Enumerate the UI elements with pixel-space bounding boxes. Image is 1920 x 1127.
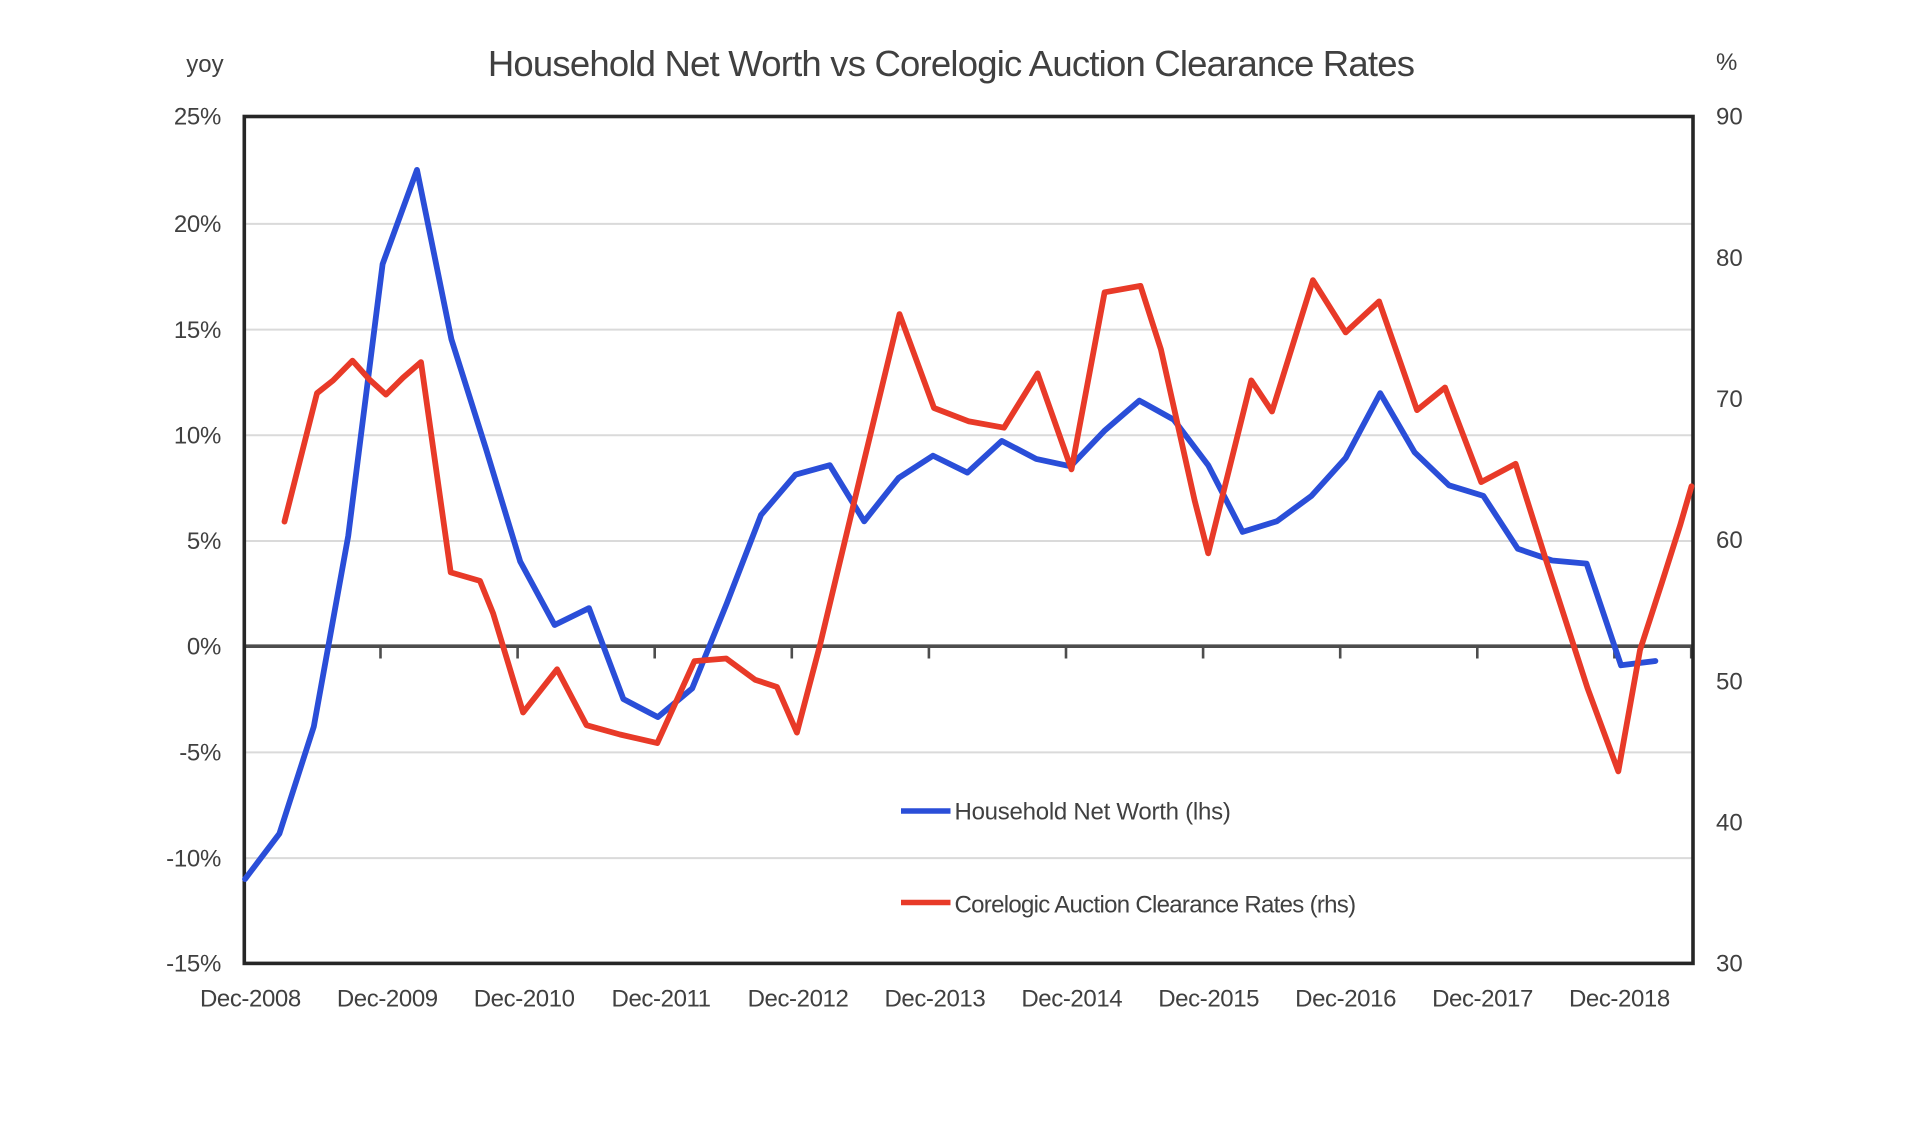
svg-text:90: 90 [1716, 104, 1743, 131]
svg-text:5%: 5% [187, 528, 221, 555]
svg-text:Dec-2017: Dec-2017 [1432, 985, 1533, 1012]
svg-text:0%: 0% [187, 633, 221, 660]
svg-text:Dec-2009: Dec-2009 [337, 985, 438, 1012]
svg-text:Dec-2012: Dec-2012 [748, 985, 849, 1012]
svg-text:15%: 15% [174, 317, 221, 344]
svg-text:Corelogic Auction Clearance Ra: Corelogic Auction Clearance Rates (rhs) [955, 892, 1356, 919]
svg-text:30: 30 [1716, 951, 1743, 978]
svg-text:Dec-2018: Dec-2018 [1569, 985, 1670, 1012]
svg-text:-10%: -10% [166, 845, 221, 872]
svg-text:yoy: yoy [186, 51, 223, 78]
svg-text:Dec-2015: Dec-2015 [1158, 985, 1259, 1012]
svg-text:Dec-2008: Dec-2008 [200, 985, 301, 1012]
svg-text:Dec-2013: Dec-2013 [884, 985, 985, 1012]
svg-text:Dec-2016: Dec-2016 [1295, 985, 1396, 1012]
svg-text:25%: 25% [174, 104, 221, 131]
svg-text:Dec-2010: Dec-2010 [474, 985, 575, 1012]
svg-text:%: % [1716, 49, 1737, 76]
svg-text:60: 60 [1716, 527, 1743, 554]
svg-text:Household Net Worth vs Corelog: Household Net Worth vs Corelogic Auction… [488, 43, 1414, 84]
svg-text:50: 50 [1716, 668, 1743, 695]
svg-text:Dec-2011: Dec-2011 [612, 985, 711, 1012]
svg-text:20%: 20% [174, 211, 221, 238]
svg-text:80: 80 [1716, 245, 1743, 272]
svg-text:40: 40 [1716, 809, 1743, 836]
svg-text:Household Net Worth (lhs): Household Net Worth (lhs) [955, 799, 1231, 826]
svg-text:Dec-2014: Dec-2014 [1021, 985, 1122, 1012]
svg-text:-5%: -5% [179, 740, 221, 767]
svg-text:10%: 10% [174, 423, 221, 450]
svg-text:-15%: -15% [166, 951, 221, 978]
svg-text:70: 70 [1716, 386, 1743, 413]
